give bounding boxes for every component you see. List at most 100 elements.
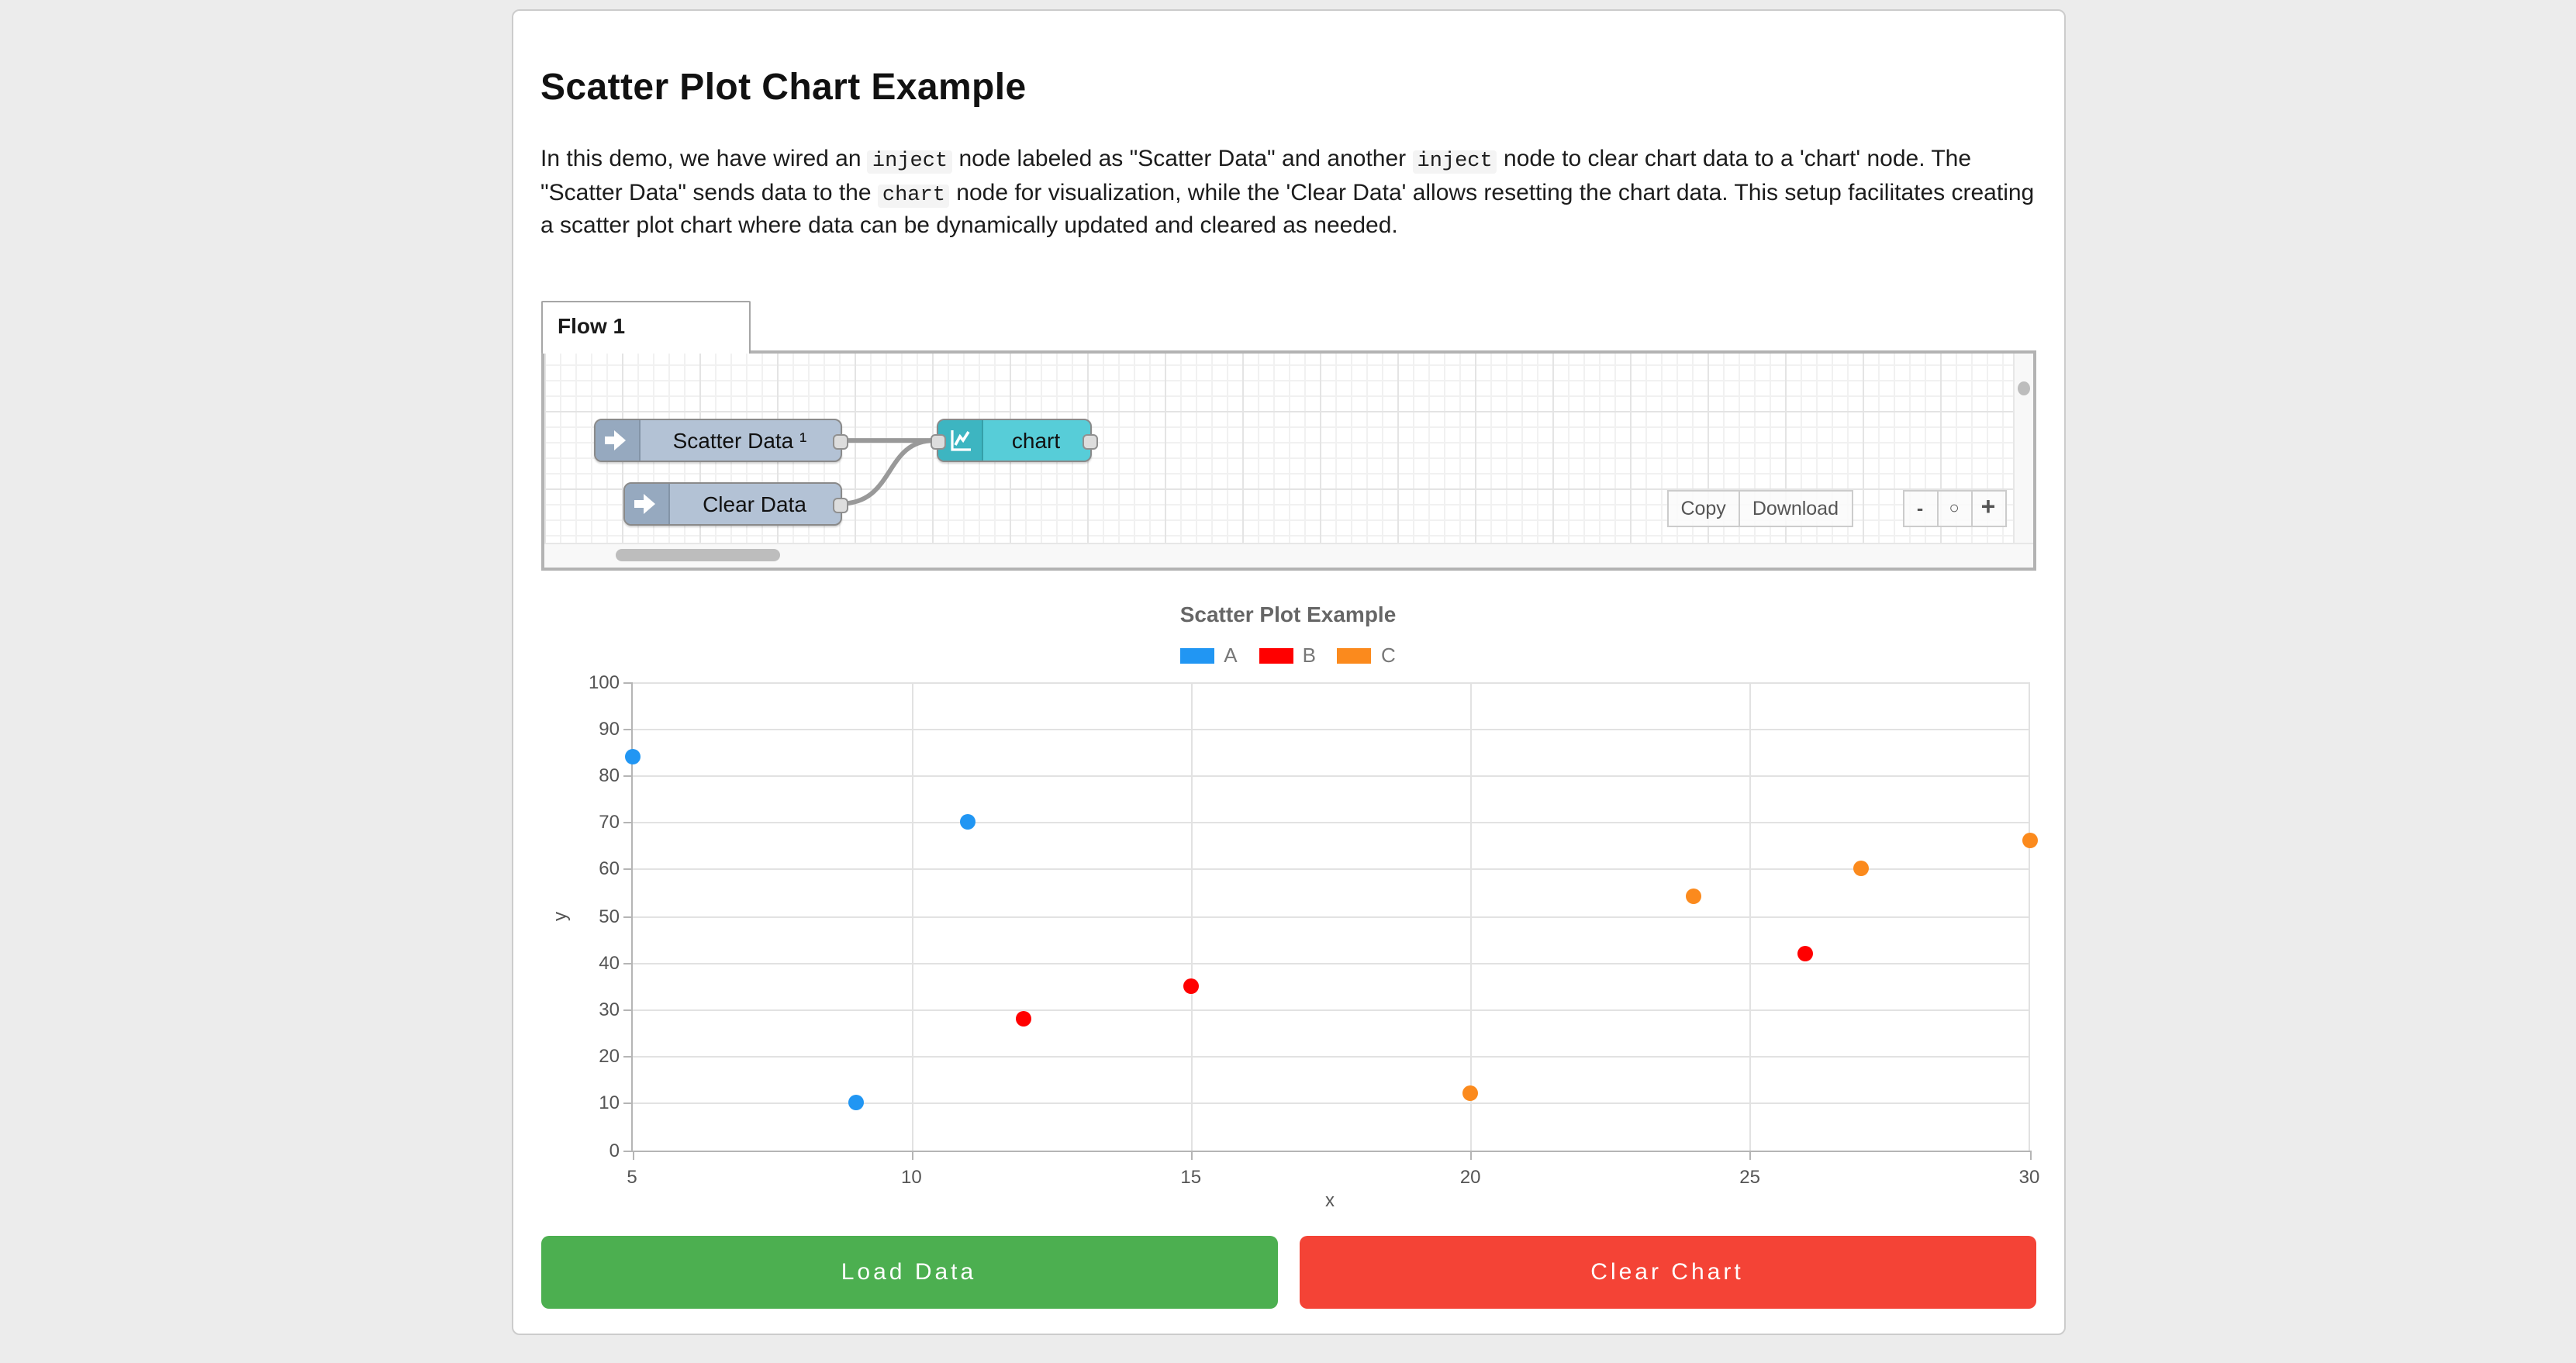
y-tick-label: 40 [599, 951, 620, 974]
y-tick-label: 0 [609, 1139, 620, 1161]
wire-clear-to-chart[interactable] [837, 437, 936, 506]
x-tick-mark [632, 1150, 634, 1159]
data-point-A [959, 814, 975, 830]
y-tick-label: 50 [599, 905, 620, 926]
description: In this demo, we have wired an inject no… [540, 146, 2035, 239]
y-tick-label: 30 [599, 998, 620, 1020]
legend-swatch [1259, 647, 1293, 663]
legend-label: A [1224, 644, 1238, 667]
y-tick-mark [623, 868, 632, 871]
gridline-y [632, 1009, 2029, 1011]
page-title: Scatter Plot Chart Example [540, 67, 1027, 109]
wires-layer [837, 437, 936, 506]
gridline-y [632, 1102, 2029, 1105]
node-clear-data[interactable]: Clear Data [623, 481, 848, 525]
y-tick-label: 80 [599, 764, 620, 786]
node-label: Scatter Data ¹ [672, 427, 807, 452]
chart-title: Scatter Plot Example [1179, 601, 1397, 626]
y-tick-mark [623, 822, 632, 824]
y-tick-label: 10 [599, 1092, 620, 1114]
legend-swatch [1180, 647, 1215, 663]
data-point-B [1015, 1010, 1031, 1027]
data-point-C [1686, 889, 1702, 905]
download-button[interactable]: Download [1738, 489, 1853, 526]
gridline-x [911, 682, 913, 1150]
export-toolbar: Copy Download [1666, 489, 1853, 526]
page: Scatter Plot Chart Example In this demo,… [0, 9, 2576, 1363]
y-tick-mark [623, 916, 632, 917]
output-port[interactable] [832, 433, 848, 449]
data-point-A [848, 1095, 864, 1111]
zoom-in-button[interactable]: + [1970, 489, 2006, 526]
flow-editor: Flow 1 Scatter Data ¹ [540, 300, 2036, 570]
y-tick-mark [623, 775, 632, 777]
data-point-C [1462, 1085, 1479, 1102]
flow-tabbar: Flow 1 [540, 300, 2036, 353]
y-tick-label: 70 [599, 811, 620, 833]
x-tick-mark [2029, 1150, 2031, 1159]
zoom-out-button[interactable]: - [1902, 489, 1938, 526]
vertical-scrollbar-thumb[interactable] [2017, 381, 2029, 395]
output-port[interactable] [1082, 433, 1097, 449]
copy-button[interactable]: Copy [1666, 489, 1740, 526]
plot-wrap: y 0 10 20 30 40 50 60 70 80 90 100 5 10 15 20 25 30 [548, 671, 2039, 1187]
gridline-y [632, 775, 2029, 777]
flow-tab[interactable]: Flow 1 [540, 300, 750, 353]
node-label: chart [1011, 427, 1061, 452]
data-point-B [1797, 945, 1814, 961]
inject-icon [624, 483, 669, 523]
x-tick-mark [1470, 1150, 1473, 1159]
node-scatter-data[interactable]: Scatter Data ¹ [593, 418, 848, 461]
clear-chart-button[interactable]: Clear Chart [1299, 1235, 2036, 1308]
x-tick-label: 5 [627, 1165, 637, 1187]
y-tick-mark [623, 1056, 632, 1058]
inline-code: chart [877, 184, 950, 207]
inline-code: inject [1412, 150, 1497, 174]
output-port[interactable] [832, 497, 848, 512]
horizontal-scrollbar-thumb[interactable] [615, 548, 779, 561]
gridline-y [632, 1056, 2029, 1058]
x-axis-title: x [1325, 1189, 1335, 1210]
node-label: Clear Data [703, 491, 806, 516]
data-point-B [1183, 978, 1199, 994]
gridline-y [632, 728, 2029, 730]
plot-area: 0 10 20 30 40 50 60 70 80 90 100 5 10 15 20 25 30 [589, 671, 2039, 1187]
x-tick-label: 10 [901, 1165, 922, 1187]
legend-item-C[interactable]: C [1337, 644, 1396, 667]
inline-code: inject [867, 150, 953, 174]
legend-item-B[interactable]: B [1259, 644, 1316, 667]
y-tick-mark [623, 728, 632, 730]
chart-legend: A B C [540, 644, 2036, 667]
legend-label: B [1302, 644, 1316, 667]
load-data-button[interactable]: Load Data [540, 1235, 1277, 1308]
node-chart[interactable]: chart [930, 418, 1097, 461]
input-port[interactable] [930, 433, 945, 449]
x-tick-label: 20 [1459, 1165, 1481, 1187]
x-tick-label: 25 [1739, 1165, 1760, 1187]
zoom-reset-button[interactable]: ○ [1936, 489, 1972, 526]
zoom-toolbar: - ○ + [1902, 489, 2006, 526]
content-card: Scatter Plot Chart Example In this demo,… [511, 9, 2065, 1335]
data-point-C [1853, 861, 1870, 877]
legend-swatch [1337, 647, 1372, 663]
y-tick-label: 90 [599, 717, 620, 740]
y-tick-label: 20 [599, 1045, 620, 1068]
flow-canvas[interactable]: Scatter Data ¹ Clear Data [540, 350, 2036, 570]
gridline-y [632, 962, 2029, 964]
gridline-y [632, 868, 2029, 871]
horizontal-scrollbar[interactable] [544, 542, 2032, 567]
y-tick-label: 60 [599, 857, 620, 880]
y-tick-mark [623, 1150, 632, 1151]
legend-item-A[interactable]: A [1180, 644, 1238, 667]
gridline-x [2028, 682, 2029, 1150]
x-tick-label: 30 [2018, 1165, 2040, 1187]
y-tick-mark [623, 682, 632, 683]
x-tick-mark [911, 1150, 913, 1159]
inject-icon [595, 419, 640, 460]
gridline-y [632, 822, 2029, 824]
data-point-A [624, 748, 640, 764]
x-tick-mark [1749, 1150, 1752, 1159]
vertical-scrollbar[interactable] [2012, 353, 2032, 567]
y-tick-mark [623, 962, 632, 964]
